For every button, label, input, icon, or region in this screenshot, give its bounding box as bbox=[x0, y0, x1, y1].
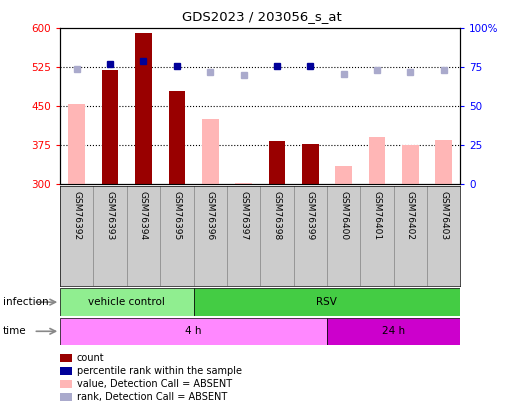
Bar bbox=[60, 318, 327, 345]
Text: percentile rank within the sample: percentile rank within the sample bbox=[77, 367, 242, 376]
Text: GSM76393: GSM76393 bbox=[106, 191, 115, 241]
Text: infection: infection bbox=[3, 297, 48, 307]
Bar bbox=[235, 183, 252, 184]
Bar bbox=[335, 166, 352, 184]
Text: rank, Detection Call = ABSENT: rank, Detection Call = ABSENT bbox=[77, 392, 227, 402]
Text: RSV: RSV bbox=[316, 297, 337, 307]
Text: GSM76398: GSM76398 bbox=[272, 191, 281, 241]
Text: count: count bbox=[77, 354, 105, 363]
Text: vehicle control: vehicle control bbox=[88, 297, 165, 307]
Text: GSM76401: GSM76401 bbox=[372, 191, 381, 241]
Text: GSM76402: GSM76402 bbox=[406, 191, 415, 240]
Bar bbox=[69, 104, 85, 184]
Text: GSM76399: GSM76399 bbox=[306, 191, 315, 241]
Text: time: time bbox=[3, 326, 26, 336]
Bar bbox=[202, 119, 219, 184]
Bar bbox=[60, 288, 194, 316]
Text: GSM76394: GSM76394 bbox=[139, 191, 148, 241]
Text: value, Detection Call = ABSENT: value, Detection Call = ABSENT bbox=[77, 379, 232, 389]
Bar bbox=[369, 137, 385, 184]
Bar bbox=[302, 144, 319, 184]
Text: GSM76396: GSM76396 bbox=[206, 191, 214, 241]
Text: GDS2023 / 203056_s_at: GDS2023 / 203056_s_at bbox=[181, 10, 342, 23]
Bar bbox=[402, 145, 418, 184]
Text: GSM76395: GSM76395 bbox=[173, 191, 181, 241]
Text: GSM76392: GSM76392 bbox=[72, 191, 81, 241]
Text: GSM76403: GSM76403 bbox=[439, 191, 448, 241]
Bar bbox=[194, 288, 460, 316]
Bar bbox=[168, 91, 185, 184]
Bar bbox=[435, 140, 452, 184]
Bar bbox=[327, 318, 460, 345]
Text: 24 h: 24 h bbox=[382, 326, 405, 336]
Bar bbox=[268, 141, 285, 184]
Text: GSM76397: GSM76397 bbox=[239, 191, 248, 241]
Text: 4 h: 4 h bbox=[185, 326, 202, 336]
Text: GSM76400: GSM76400 bbox=[339, 191, 348, 241]
Bar bbox=[135, 32, 152, 184]
Bar bbox=[102, 70, 119, 184]
